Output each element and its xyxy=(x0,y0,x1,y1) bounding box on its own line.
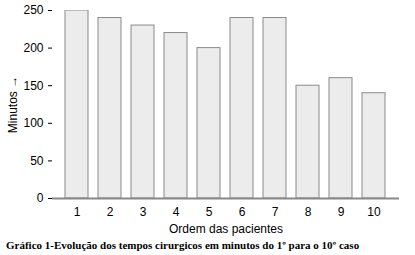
svg-text:8: 8 xyxy=(305,205,312,219)
svg-text:Ordem das pacientes: Ordem das pacientes xyxy=(169,222,283,236)
svg-text:100: 100 xyxy=(23,116,43,130)
svg-text:5: 5 xyxy=(206,205,213,219)
svg-text:200: 200 xyxy=(23,41,43,55)
svg-text:250: 250 xyxy=(23,3,43,17)
svg-text:10: 10 xyxy=(367,205,381,219)
svg-text:0: 0 xyxy=(37,191,44,205)
svg-text:150: 150 xyxy=(23,79,43,93)
svg-text:3: 3 xyxy=(140,205,147,219)
svg-text:6: 6 xyxy=(239,205,246,219)
svg-text:9: 9 xyxy=(338,205,345,219)
html-text:Gráfico 1-Evolução dos tempos: Gráfico 1-Evolução dos tempos cirurgicos… xyxy=(6,239,360,251)
svg-text:4: 4 xyxy=(173,205,180,219)
svg-text:50: 50 xyxy=(30,154,44,168)
svg-text:2: 2 xyxy=(107,205,114,219)
svg-text:7: 7 xyxy=(272,205,279,219)
svg-text:Minutos →: Minutos → xyxy=(6,76,20,133)
svg-text:1: 1 xyxy=(74,205,81,219)
